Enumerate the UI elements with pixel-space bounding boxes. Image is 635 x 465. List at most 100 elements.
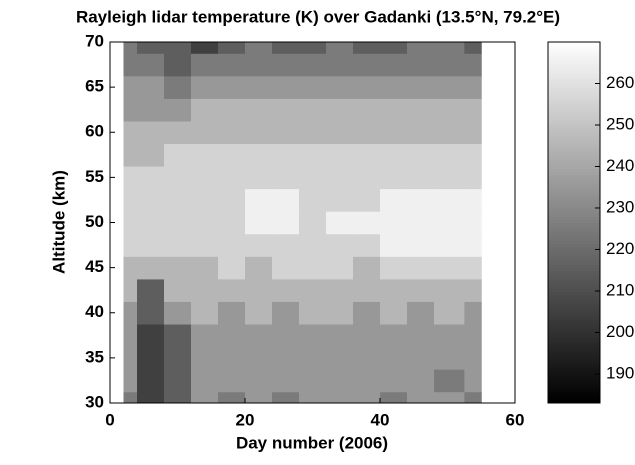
colorbar-cell	[548, 72, 600, 76]
cell	[299, 391, 327, 404]
colorbar-cell	[548, 48, 600, 52]
cell	[434, 188, 465, 212]
cell	[272, 233, 300, 257]
y-axis-label: Altitude (km)	[49, 170, 68, 274]
colorbar-cell	[548, 264, 600, 269]
cell	[299, 143, 327, 167]
cell	[299, 166, 327, 190]
cell	[272, 391, 300, 404]
colorbar-cell	[548, 174, 600, 178]
cell	[299, 324, 327, 348]
cell	[464, 211, 482, 235]
colorbar-tick-label: 200	[606, 322, 634, 341]
colorbar-cell	[548, 285, 600, 290]
cell	[191, 75, 219, 99]
colorbar-cell	[548, 225, 600, 230]
cell	[380, 143, 408, 167]
cell	[191, 53, 219, 77]
colorbar-cell	[548, 198, 600, 202]
colorbar-tick-label: 220	[606, 239, 634, 258]
cell	[380, 120, 408, 145]
cell	[464, 278, 482, 302]
cell	[434, 278, 465, 302]
cell	[434, 369, 465, 393]
cell	[299, 120, 327, 145]
colorbar-cell	[548, 75, 600, 79]
cell	[218, 143, 246, 167]
cell	[218, 166, 246, 190]
colorbar-cell	[548, 321, 600, 326]
cell	[407, 75, 435, 99]
cell	[464, 346, 482, 370]
colorbar-cell	[548, 111, 600, 115]
colorbar-cell	[548, 351, 600, 356]
colorbar-cell	[548, 180, 600, 184]
colorbar-cell	[548, 306, 600, 311]
cell	[123, 256, 138, 280]
colorbar-cell	[548, 45, 600, 49]
x-tick-label: 60	[506, 410, 525, 429]
colorbar-cell	[548, 129, 600, 133]
colorbar-cell	[548, 204, 600, 208]
colorbar-cell	[548, 153, 600, 157]
cell	[326, 53, 354, 77]
colorbar-cell	[548, 279, 600, 284]
cell	[218, 98, 246, 122]
cell	[218, 120, 246, 145]
colorbar-cell	[548, 372, 600, 377]
colorbar-frame	[547, 41, 601, 404]
colorbar-cell	[548, 63, 600, 67]
cell	[353, 120, 381, 145]
cell	[191, 42, 219, 54]
cell	[353, 391, 381, 404]
cell	[164, 324, 192, 348]
colorbar-cell	[548, 384, 600, 389]
cell	[164, 188, 192, 212]
colorbar-cell	[548, 51, 600, 55]
cell	[299, 42, 327, 54]
colorbar-cell	[548, 183, 600, 187]
cell	[272, 120, 300, 145]
colorbar-tick-label: 250	[606, 114, 634, 133]
cell	[137, 346, 165, 370]
cell	[123, 346, 138, 370]
cell	[299, 233, 327, 257]
cell	[191, 188, 219, 212]
cell	[218, 211, 246, 235]
y-tick-label: 50	[85, 212, 104, 231]
cell	[245, 120, 273, 145]
cell	[299, 346, 327, 370]
colorbar-cell	[548, 87, 600, 91]
x-tick-label: 40	[371, 410, 390, 429]
colorbar-cell	[548, 126, 600, 130]
cell	[137, 211, 165, 235]
cell	[326, 346, 354, 370]
cell	[407, 211, 435, 235]
colorbar-cell	[548, 81, 600, 85]
colorbar-cell	[548, 162, 600, 166]
colorbar-cell	[548, 330, 600, 335]
cell	[380, 324, 408, 348]
cell	[218, 369, 246, 393]
cell	[353, 346, 381, 370]
cell	[191, 143, 219, 167]
x-tick-label: 20	[236, 410, 255, 429]
cell	[191, 211, 219, 235]
colorbar-cell	[548, 369, 600, 374]
cell	[407, 346, 435, 370]
cell	[380, 211, 408, 235]
cell	[326, 391, 354, 404]
cell	[407, 324, 435, 348]
cell	[137, 391, 165, 404]
cell	[123, 166, 138, 190]
cell	[353, 256, 381, 280]
colorbar-tick-label: 210	[606, 280, 634, 299]
colorbar-cell	[548, 237, 600, 242]
cell	[464, 120, 482, 145]
colorbar-cell	[548, 234, 600, 239]
cell	[299, 301, 327, 325]
colorbar-cell	[548, 345, 600, 350]
colorbar-cell	[548, 120, 600, 124]
cell	[191, 278, 219, 302]
cell	[380, 75, 408, 99]
